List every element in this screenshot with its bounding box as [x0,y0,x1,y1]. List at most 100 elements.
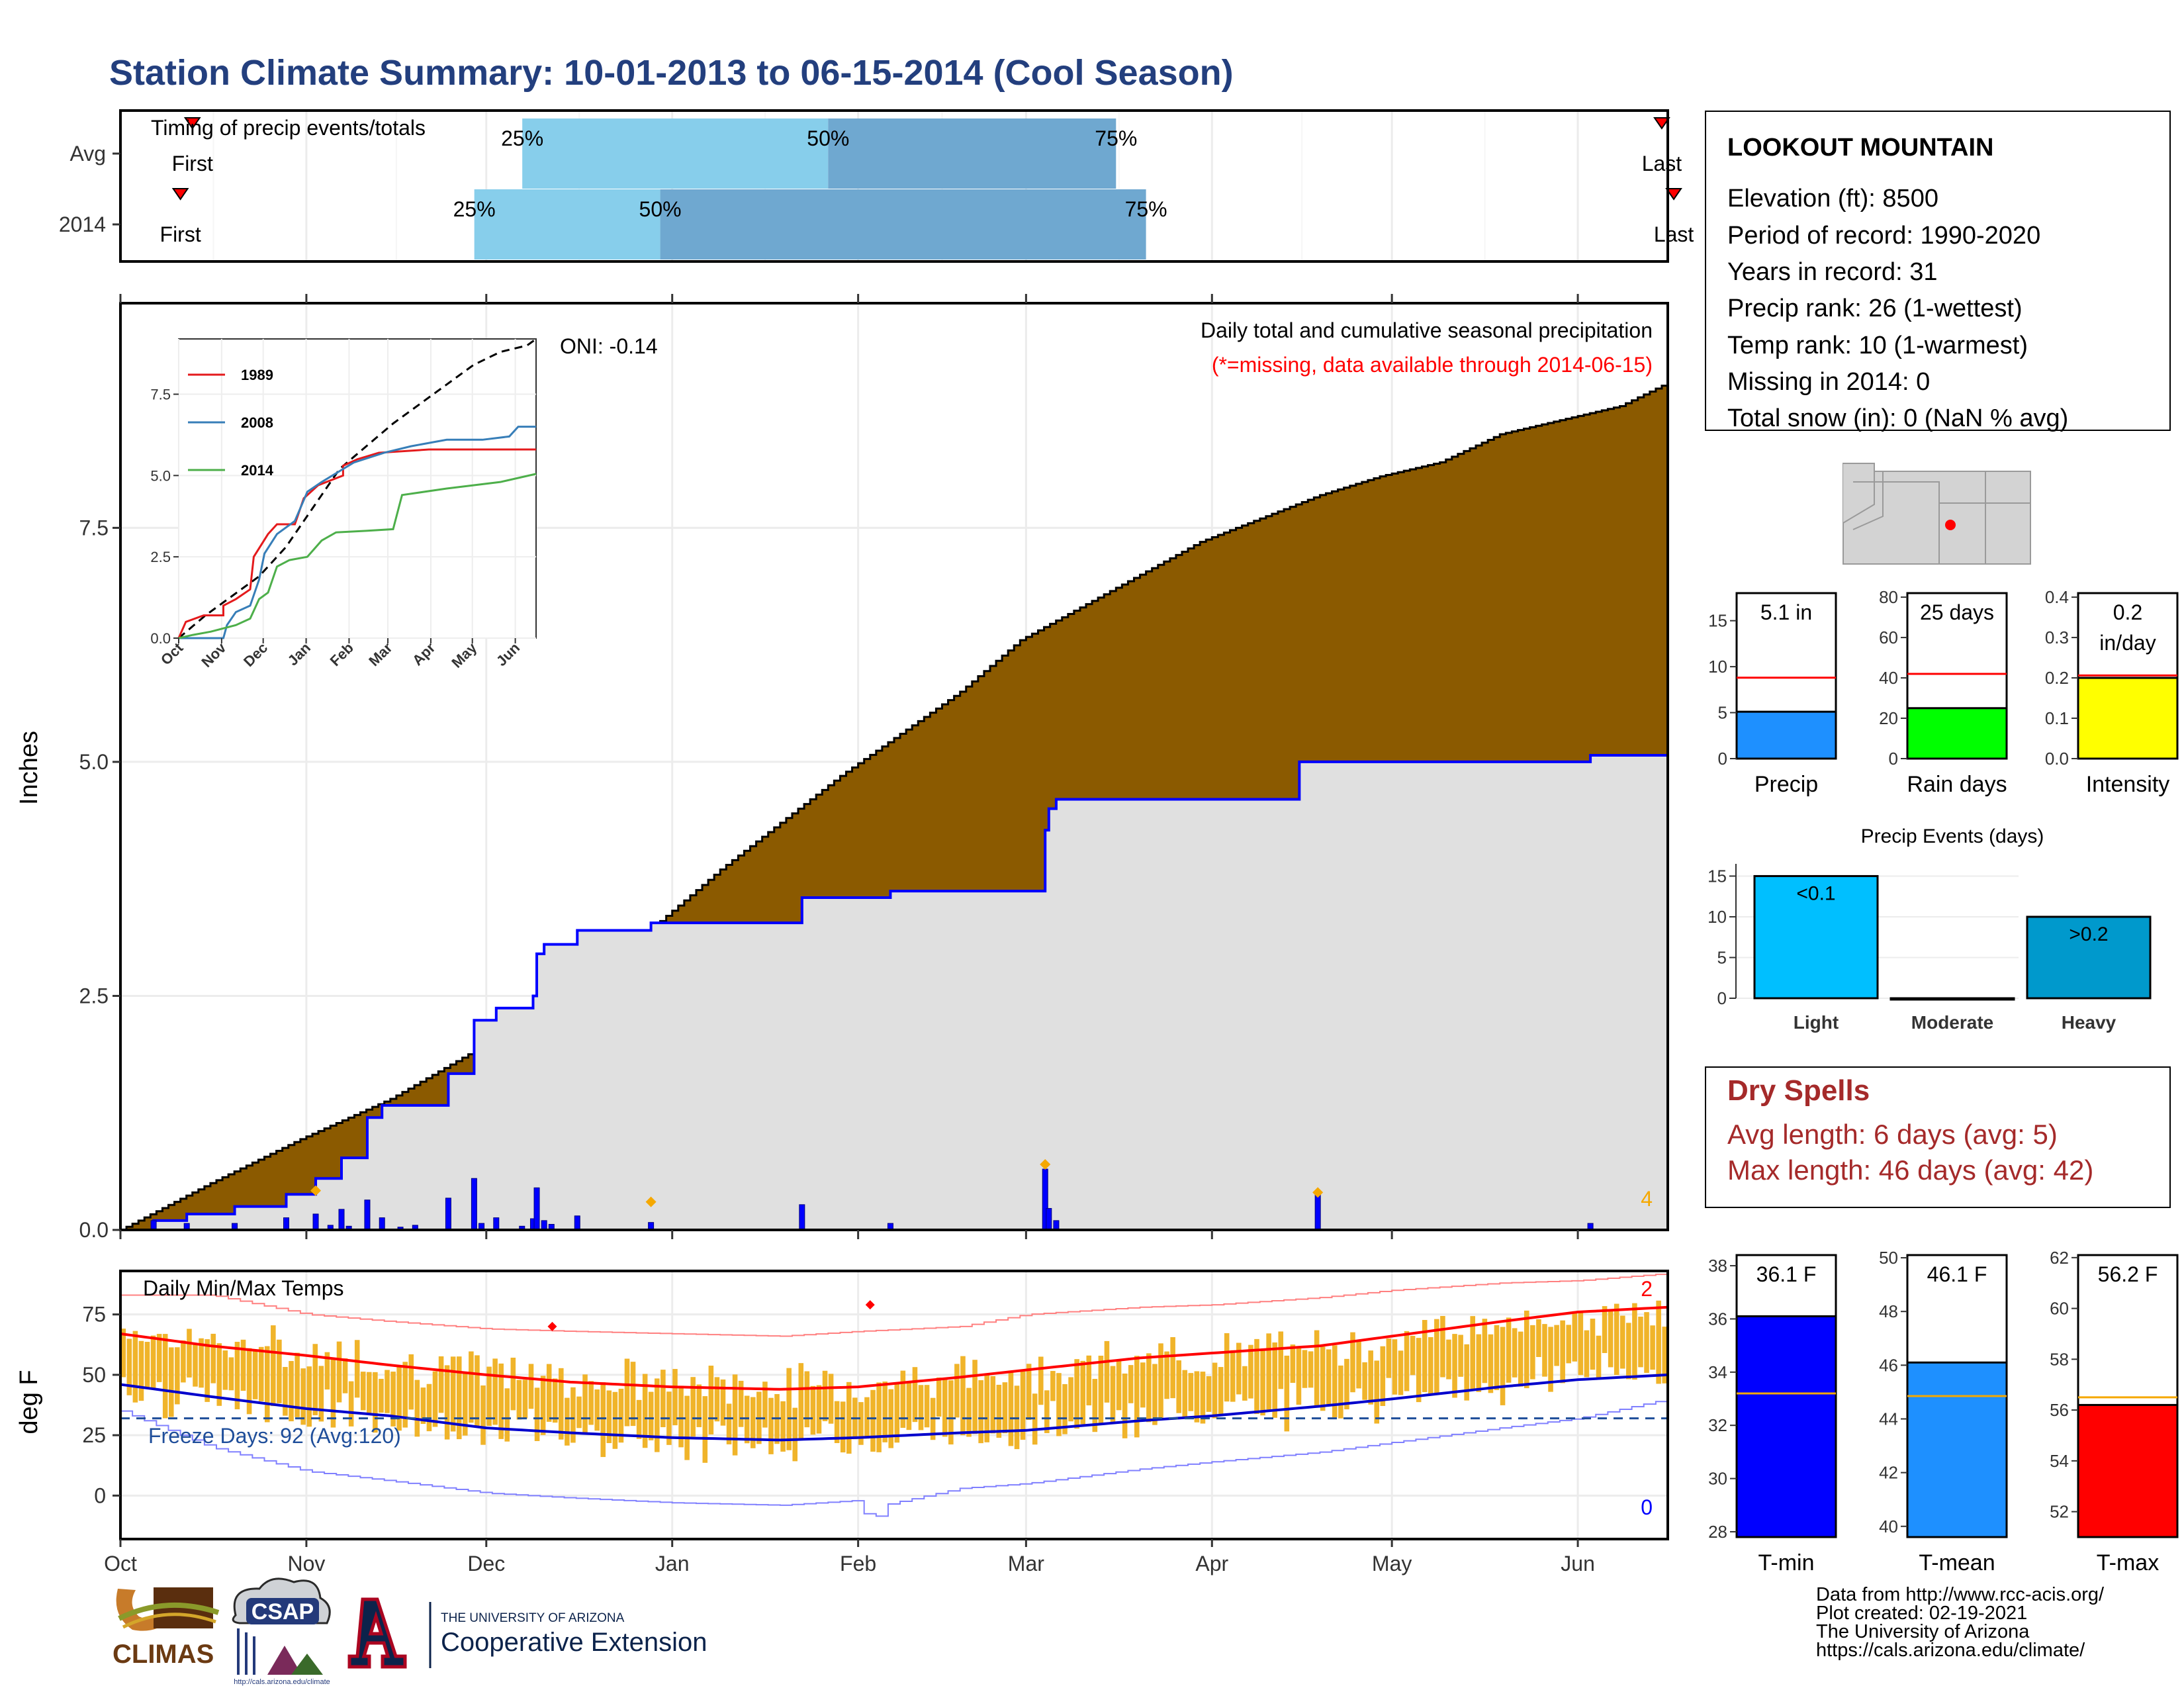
daily-temp-bar [684,1395,690,1460]
daily-precip-bar [471,1178,477,1231]
inset-legend-label: 2008 [241,414,273,431]
timing-quantile-label: 75% [1095,126,1137,150]
daily-temp-bar [432,1371,438,1427]
dry-spells-title: Dry Spells [1727,1074,1870,1107]
daily-temp-bar [954,1364,960,1418]
daily-temp-bar [222,1350,228,1390]
daily-temp-bar [150,1335,156,1389]
daily-temp-bar [858,1402,864,1445]
daily-temp-bar [1338,1365,1343,1419]
daily-temp-bar [1068,1377,1073,1422]
daily-temp-bar [1116,1360,1122,1411]
daily-temp-bar [1086,1355,1092,1406]
daily-temp-bar [936,1377,942,1417]
daily-temp-bar [924,1385,930,1428]
daily-temp-bar [360,1372,366,1411]
daily-temp-bar [1566,1325,1572,1364]
events-category-label: Heavy [2062,1012,2116,1033]
daily-temp-bar [205,1339,210,1402]
mini-ytick-label: 42 [1879,1463,1898,1483]
daily-temp-bar [876,1382,882,1452]
daily-temp-bar [1380,1346,1386,1406]
mini-bar-category-label: T-max [2097,1550,2159,1575]
temp-xtick-label: Oct [104,1552,137,1575]
footer-credits: Data from http://www.rcc-acis.org/ Plot … [1816,1584,2105,1661]
daily-temp-bar [228,1357,234,1391]
daily-temp-bar [1590,1318,1596,1370]
record-high-marker [865,1300,875,1310]
daily-temp-bar [1128,1365,1134,1403]
daily-temp-bar [456,1356,462,1440]
station-line-elevation: Elevation (ft): 8500 [1727,185,1938,212]
daily-temp-bar [534,1387,540,1441]
daily-temp-bar [1650,1325,1655,1370]
daily-temp-bar [408,1354,414,1410]
daily-temp-bar [1446,1339,1451,1380]
timing-bar-q50-q75 [660,189,1146,259]
daily-temp-bar [840,1401,846,1453]
climas-logo: CLIMAS [113,1587,220,1669]
daily-precip-bar [338,1209,345,1231]
precip-ylabel: Inches [15,731,43,805]
mini-ytick-label: 50 [1879,1248,1898,1268]
daily-temp-bar [786,1368,792,1450]
station-line-years: Years in record: 31 [1727,258,1938,286]
daily-temp-bar [1122,1373,1128,1438]
events-ytick-label: 15 [1707,866,1727,886]
mini-bar-category-label: T-mean [1919,1550,1995,1575]
csap-logo-text: CSAP [251,1599,314,1624]
daily-temp-bar [720,1379,726,1426]
daily-temp-bar [1548,1327,1553,1392]
daily-temp-bar [187,1329,192,1378]
precip-title: Daily total and cumulative seasonal prec… [1201,318,1653,342]
daily-temp-bar [870,1389,876,1452]
inset-legend-label: 2014 [241,462,274,479]
daily-temp-bar [636,1399,642,1439]
daily-temp-bar [642,1374,648,1448]
daily-temp-bar [289,1361,294,1422]
daily-temp-bar [1398,1350,1404,1395]
daily-temp-bar [510,1357,516,1411]
mini-ytick-label: 48 [1879,1301,1898,1321]
footer-line-data: Data from http://www.rcc-acis.org/ [1816,1584,2105,1605]
daily-temp-bar [132,1331,138,1403]
daily-temp-bar [1536,1319,1541,1358]
daily-temp-bar [780,1401,786,1452]
daily-temp-bar [1440,1315,1445,1378]
station-line-snow: Total snow (in): 0 (NaN % avg) [1727,404,2068,432]
daily-temp-bar [1416,1338,1422,1403]
daily-temp-bar [570,1387,576,1443]
cumulative-2014-line [120,754,1668,1231]
mini-bar-value-label: 36.1 F [1756,1262,1817,1286]
mini-ytick-label: 38 [1708,1256,1727,1276]
mini-ytick-label: 20 [1879,708,1898,728]
events-bar-value-label: <0.1 [1796,882,1835,904]
mini-bar-value-label2: in/day [2099,631,2156,655]
daily-temp-bar [600,1382,606,1458]
daily-temp-bar [751,1397,756,1448]
daily-temp-bar [1476,1334,1482,1392]
inset-ytick-label: 0.0 [150,630,171,647]
freeze-label: Freeze Days: 92 (Avg:120) [148,1424,401,1448]
daily-temp-bar [1176,1360,1181,1413]
daily-temp-bar [252,1350,258,1399]
csap-url-text: http://cals.arizona.edu/climate [234,1678,330,1686]
daily-temp-bar [1044,1390,1050,1433]
daily-temp-bar [1434,1319,1439,1395]
precip-events-panel: Precip Events (days) <0.1 Light Moderate >0… [1707,825,2152,1033]
timing-quantile-label: 75% [1125,197,1167,221]
daily-temp-bar [463,1372,468,1436]
temp-ytick-label: 75 [82,1303,106,1327]
record-max-line [120,1273,1668,1337]
daily-temp-bar [1608,1309,1614,1368]
daily-precip-bar [493,1217,500,1231]
timing-bar-q25-q50 [474,189,660,259]
daily-temp-bar [1296,1348,1302,1405]
mini-ytick-label: 0.0 [2045,749,2069,769]
mini-ytick-label: 56 [2050,1400,2069,1420]
daily-temp-bar [1242,1366,1248,1401]
daily-temp-bar [271,1325,276,1407]
daily-temp-bar [1308,1351,1314,1388]
mini-ytick-label: 34 [1708,1362,1727,1382]
daily-temp-bar [1158,1343,1163,1419]
